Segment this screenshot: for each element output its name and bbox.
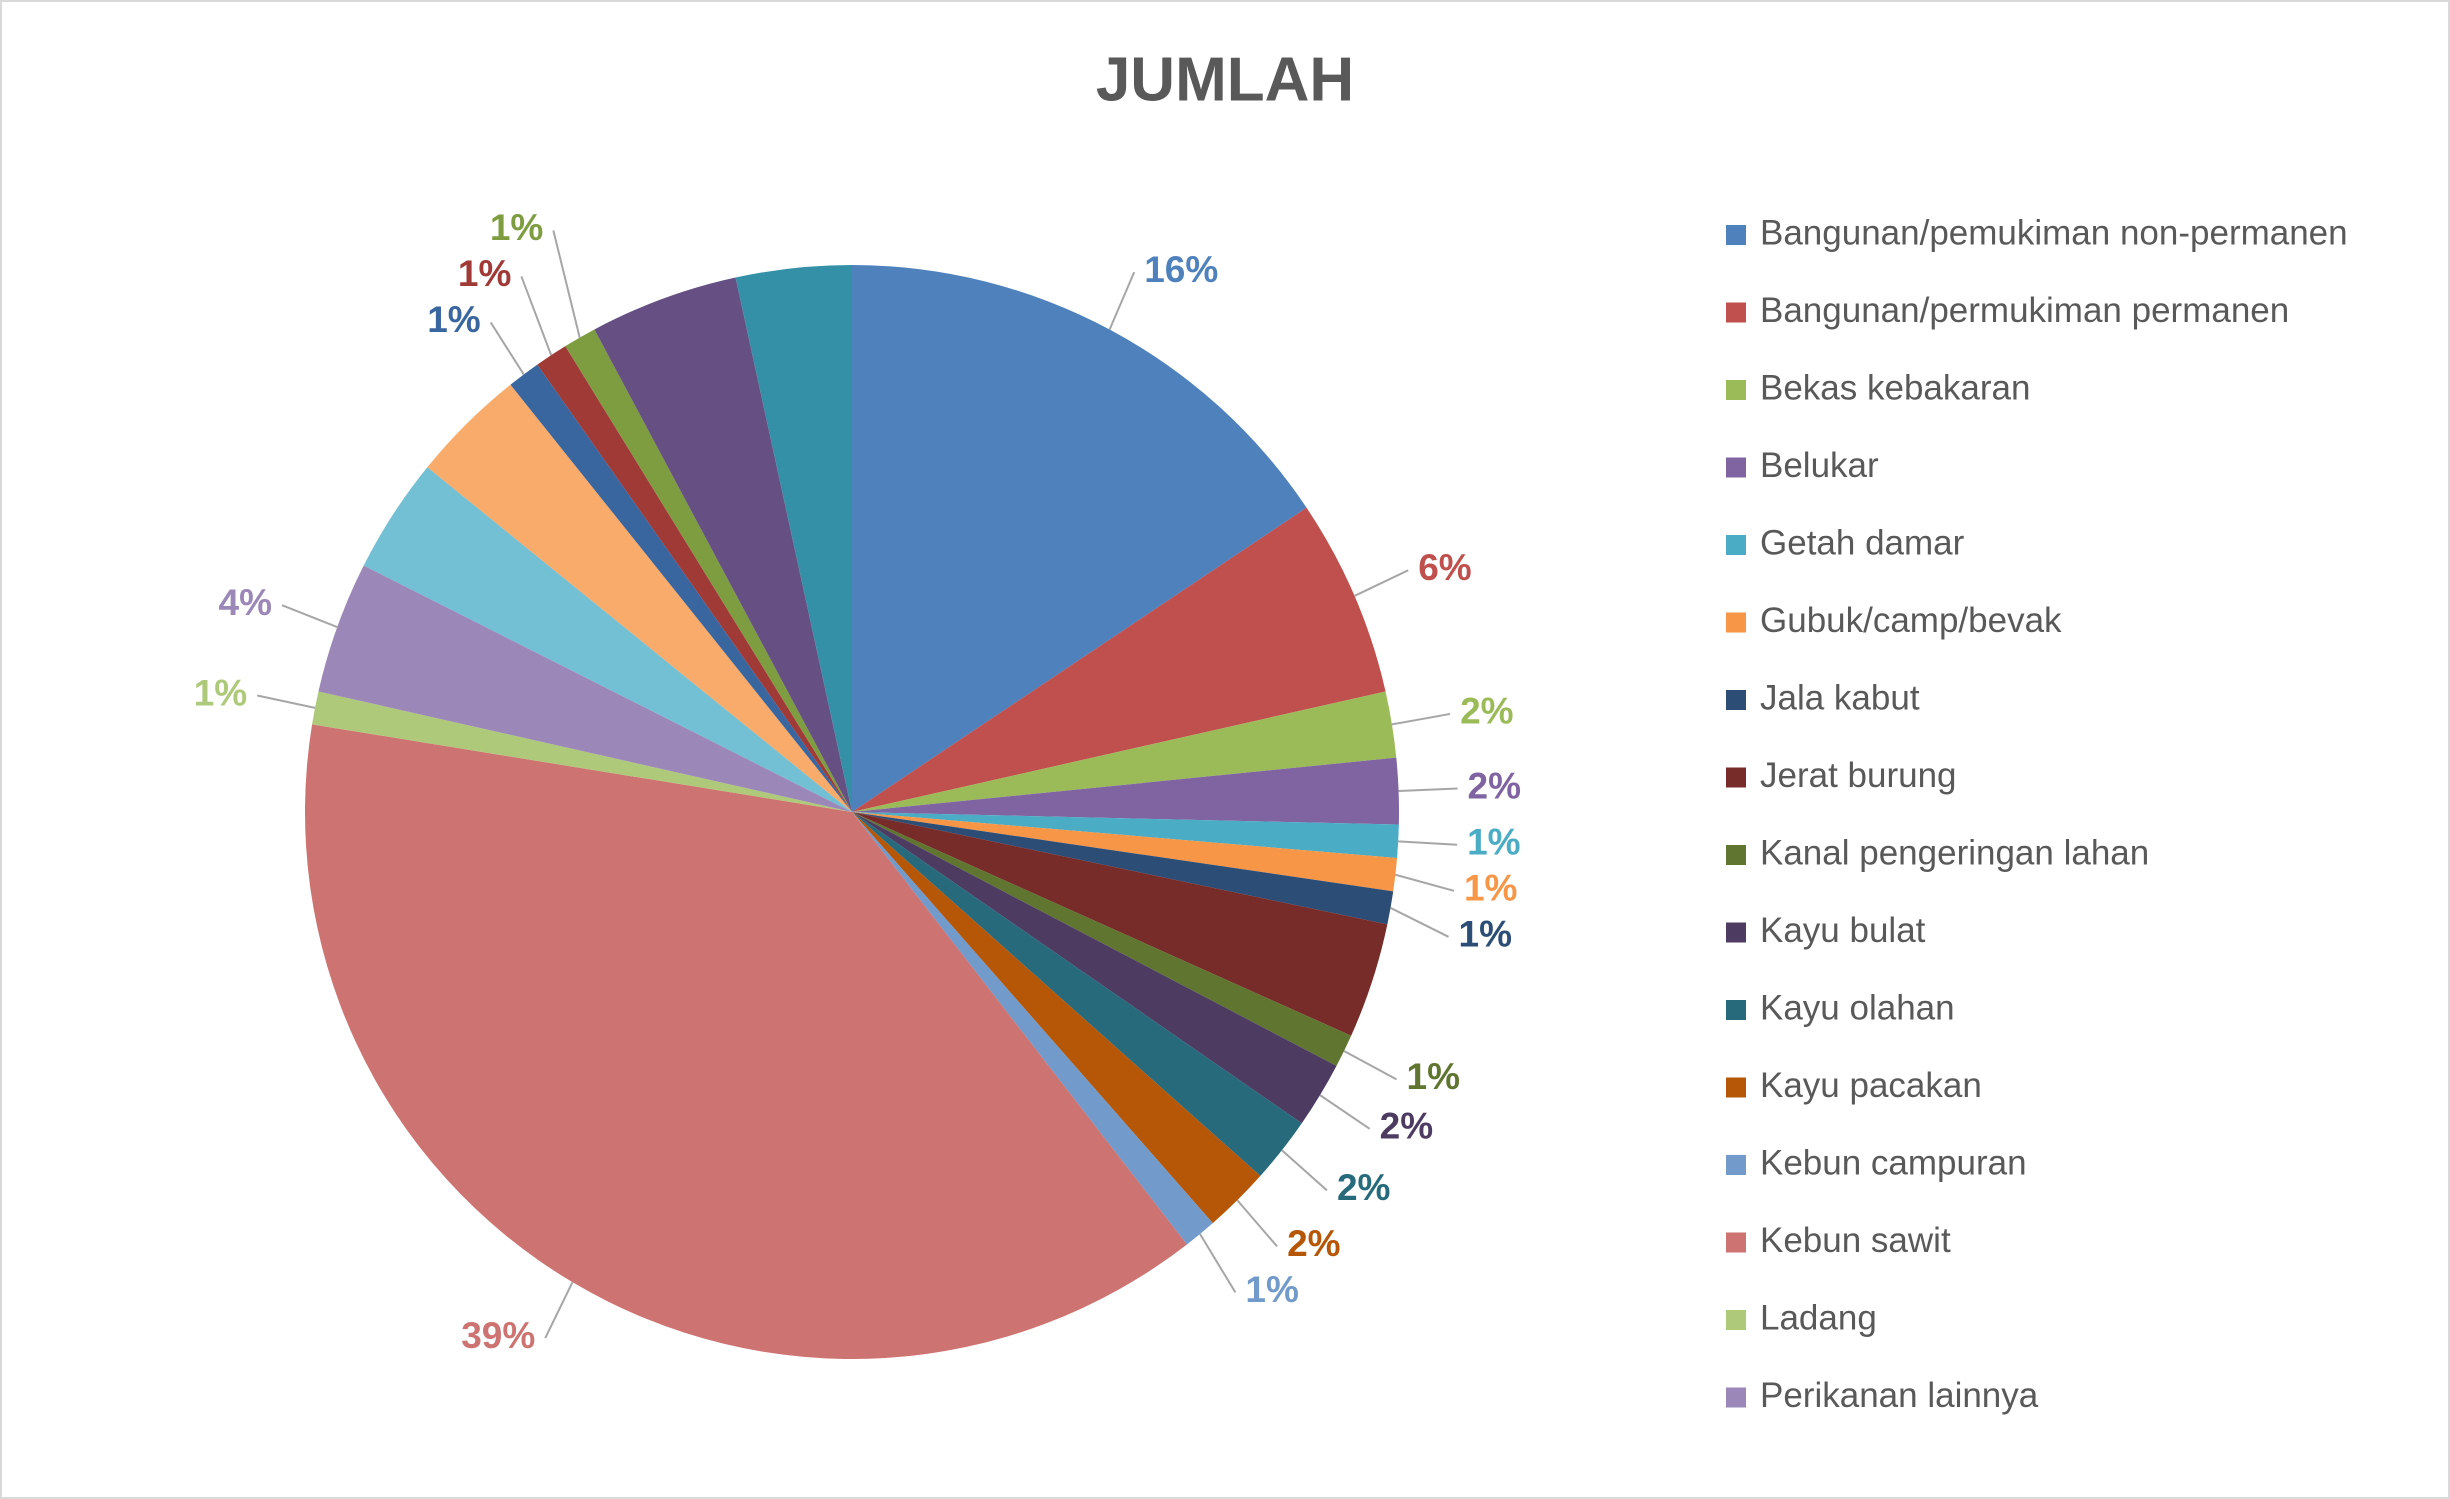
data-label: 1% xyxy=(1459,914,1512,955)
data-label: 1% xyxy=(1467,822,1520,863)
legend-label: Bangunan/permukiman permanen xyxy=(1760,291,2289,330)
legend-swatch xyxy=(1726,612,1746,633)
leader-line xyxy=(552,230,581,338)
legend-label: Getah damar xyxy=(1760,523,1965,562)
pie-slice xyxy=(852,812,1213,1245)
legend-swatch xyxy=(1726,922,1746,943)
legend-label: Gubuk/camp/bevak xyxy=(1760,601,2062,640)
legend-swatch xyxy=(1726,457,1746,478)
legend-label: Ladang xyxy=(1760,1298,1877,1337)
legend-label: Kayu olahan xyxy=(1760,988,1955,1027)
data-label: 1% xyxy=(1407,1056,1460,1097)
leader-line xyxy=(1391,712,1451,726)
leader-line xyxy=(1108,271,1136,330)
pie-slice xyxy=(852,812,1398,892)
data-label: 2% xyxy=(1287,1223,1340,1264)
pie-slice xyxy=(852,812,1302,1176)
pie-slice xyxy=(427,384,852,812)
pie-slice xyxy=(565,329,852,812)
legend-swatch xyxy=(1726,535,1746,555)
pie-slice xyxy=(852,812,1337,1124)
data-label: 1% xyxy=(194,672,247,713)
legend-label: Kayu pacakan xyxy=(1760,1066,1982,1105)
data-label: 1% xyxy=(1464,868,1517,909)
pie-slice xyxy=(852,812,1394,925)
legend-swatch xyxy=(1726,1000,1746,1020)
data-label: 2% xyxy=(1337,1167,1390,1208)
pie-slice xyxy=(318,565,853,812)
leader-line xyxy=(256,694,316,709)
data-label: 2% xyxy=(1460,691,1513,732)
pie-slice xyxy=(852,265,1307,812)
legend-label: Bangunan/pemukiman non-permanen xyxy=(1760,213,2348,252)
legend-swatch xyxy=(1726,1155,1746,1175)
legend-label: Perikanan lainnya xyxy=(1760,1376,2039,1415)
pie-slice xyxy=(852,507,1386,812)
pie-slice xyxy=(537,346,852,812)
legend-label: Kebun sawit xyxy=(1760,1221,1951,1260)
legend-label: Bekas kebakaran xyxy=(1760,368,2030,407)
legend-label: Kayu bulat xyxy=(1760,911,1926,950)
pie-slice xyxy=(852,691,1397,812)
legend-swatch xyxy=(1726,1232,1746,1253)
data-label: 1% xyxy=(458,253,511,294)
chart-title: JUMLAH xyxy=(1096,45,1354,114)
data-label: 6% xyxy=(1418,547,1471,588)
leader-line xyxy=(281,604,338,629)
leader-line xyxy=(1390,907,1449,938)
legend-swatch xyxy=(1726,845,1746,865)
legend-label: Kebun campuran xyxy=(1760,1143,2027,1182)
data-label: 39% xyxy=(461,1315,535,1356)
legend-label: Belukar xyxy=(1760,446,1879,485)
pie-slice xyxy=(735,265,852,812)
legend-swatch xyxy=(1726,767,1746,788)
legend-swatch xyxy=(1726,380,1746,400)
leader-line xyxy=(1398,787,1458,793)
pie-slice xyxy=(852,757,1399,825)
leader-line xyxy=(1398,840,1458,846)
data-label: 2% xyxy=(1380,1106,1433,1147)
data-label: 2% xyxy=(1468,765,1521,806)
leader-line xyxy=(1395,873,1455,892)
pie-slice xyxy=(510,364,852,812)
pie-slice xyxy=(304,724,1187,1359)
pie-slice xyxy=(594,277,852,812)
pie-slice xyxy=(363,467,852,812)
data-label: 1% xyxy=(1245,1269,1298,1310)
leader-line xyxy=(1343,1050,1397,1081)
leader-line xyxy=(1236,1199,1278,1248)
pie-slice xyxy=(312,691,852,812)
leader-line xyxy=(1319,1094,1371,1130)
data-label: 4% xyxy=(219,582,272,623)
data-label: 16% xyxy=(1144,249,1218,290)
leader-line xyxy=(1281,1149,1328,1192)
pie-slice xyxy=(852,812,1388,1036)
data-label: 1% xyxy=(427,299,480,340)
legend-swatch xyxy=(1726,302,1746,323)
legend-swatch xyxy=(1726,1310,1746,1330)
leader-line xyxy=(520,276,553,356)
legend-label: Jala kabut xyxy=(1760,678,1920,717)
data-label: 1% xyxy=(490,207,543,248)
legend-swatch xyxy=(1726,225,1746,245)
legend-label: Kanal pengeringan lahan xyxy=(1760,833,2149,872)
leader-line xyxy=(489,321,525,375)
leader-line xyxy=(1199,1233,1237,1293)
legend-swatch xyxy=(1726,690,1746,710)
leader-line xyxy=(1354,569,1409,597)
pie-slice xyxy=(852,812,1399,859)
pie-slice xyxy=(852,812,1352,1066)
leader-line xyxy=(544,1281,574,1339)
legend-swatch xyxy=(1726,1077,1746,1098)
legend-swatch xyxy=(1726,1387,1746,1408)
pie-slice xyxy=(852,812,1261,1224)
legend-label: Jerat burung xyxy=(1760,756,1957,795)
